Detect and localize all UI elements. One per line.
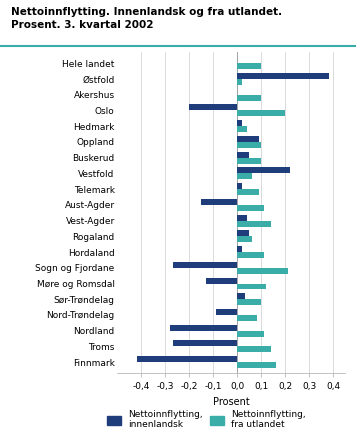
Bar — [237, 214, 247, 220]
Bar — [216, 309, 237, 315]
Bar — [237, 293, 245, 299]
Bar — [237, 189, 259, 195]
Bar — [237, 346, 271, 352]
Bar — [237, 315, 257, 321]
Bar — [237, 126, 247, 132]
X-axis label: Prosent: Prosent — [213, 397, 250, 407]
Bar — [237, 173, 252, 179]
Bar — [237, 331, 264, 337]
Bar — [237, 142, 261, 148]
Bar — [237, 63, 261, 69]
Bar — [237, 136, 259, 142]
Bar — [173, 262, 237, 268]
Bar — [237, 220, 271, 227]
Bar — [237, 110, 286, 116]
Bar — [237, 79, 242, 85]
Bar — [189, 104, 237, 110]
Bar — [173, 341, 237, 346]
Bar — [237, 236, 252, 242]
Bar — [170, 325, 237, 331]
Bar — [237, 268, 288, 274]
Bar — [237, 246, 242, 252]
Legend: Nettoinnflytting,
innenlandsk, Nettoinnflytting,
fra utlandet: Nettoinnflytting, innenlandsk, Nettoinnf… — [108, 410, 305, 430]
Bar — [237, 151, 250, 158]
Bar — [237, 252, 264, 258]
Bar — [237, 183, 242, 189]
Bar — [237, 73, 329, 79]
Bar — [237, 120, 242, 126]
Bar — [237, 95, 261, 101]
Bar — [237, 230, 250, 236]
Bar — [206, 277, 237, 283]
Bar — [237, 168, 290, 173]
Bar — [201, 199, 237, 205]
Bar — [237, 205, 264, 211]
Text: Nettoinnflytting. Innenlandsk og fra utlandet.
Prosent. 3. kvartal 2002: Nettoinnflytting. Innenlandsk og fra utl… — [11, 7, 282, 30]
Bar — [237, 158, 261, 164]
Bar — [237, 362, 276, 368]
Bar — [237, 283, 266, 289]
Bar — [237, 299, 261, 305]
Bar — [137, 356, 237, 362]
